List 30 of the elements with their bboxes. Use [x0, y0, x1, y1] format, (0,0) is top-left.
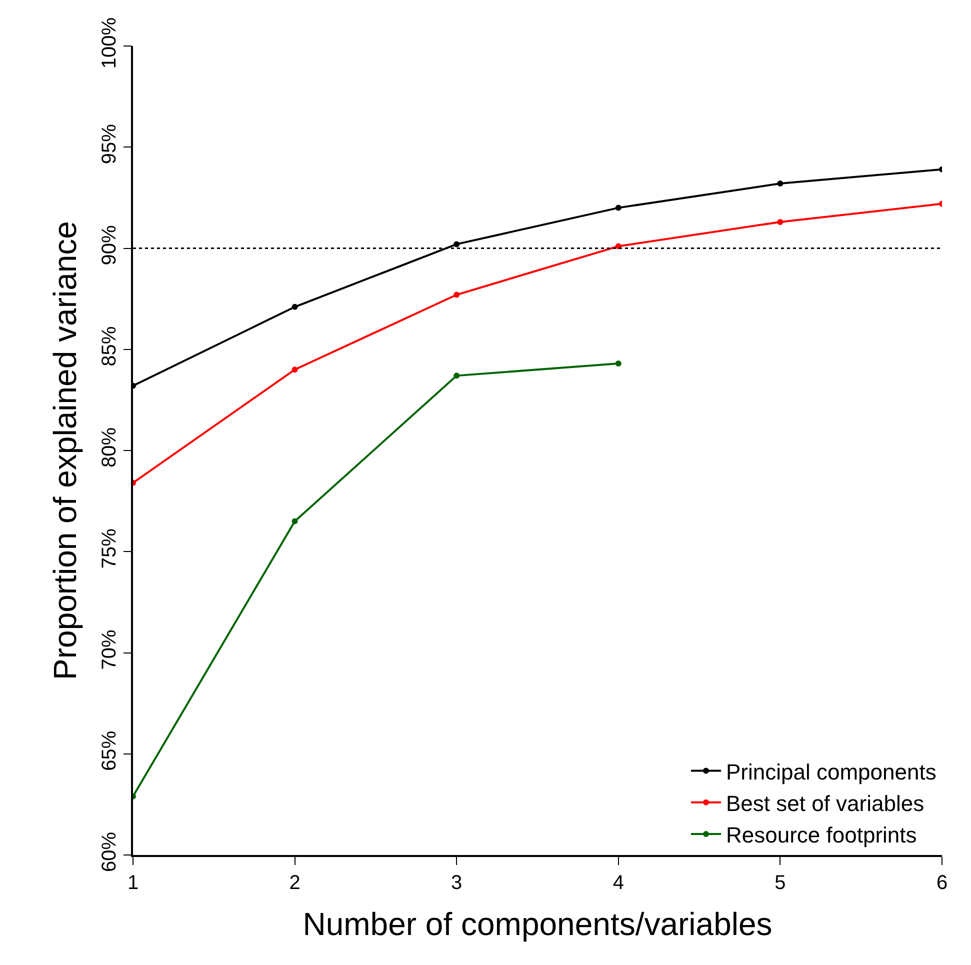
y-tick-label: 80% [98, 427, 120, 468]
x-axis-title: Number of components/variables [302, 906, 772, 942]
x-tick-label: 6 [936, 872, 948, 894]
y-tick-label: 95% [98, 124, 120, 164]
x-tick-label: 1 [127, 872, 139, 894]
x-tick-label: 4 [612, 872, 624, 894]
x-tick-label: 5 [774, 872, 786, 894]
point [292, 518, 298, 524]
point [615, 360, 622, 367]
y-tick-label: 60% [98, 832, 120, 872]
point [292, 366, 298, 373]
point [777, 218, 784, 225]
point [454, 372, 460, 379]
x-tick-label: 2 [289, 872, 300, 894]
point [615, 204, 622, 211]
y-tick-label: 100% [98, 17, 120, 69]
x-tick-label: 3 [451, 872, 462, 894]
point [454, 241, 460, 248]
legend-label: Resource footprints [726, 822, 917, 848]
point [454, 292, 460, 298]
y-axis-title: Proportion of explained variance [47, 221, 84, 680]
point [777, 180, 784, 187]
point [292, 304, 298, 310]
y-tick-label: 90% [98, 225, 120, 266]
legend-label: Principal components [726, 759, 936, 784]
y-tick-label: 75% [98, 528, 120, 569]
y-tick-label: 70% [98, 630, 120, 670]
legend-label: Best set of variables [726, 790, 924, 816]
y-tick-label: 85% [98, 326, 120, 366]
y-tick-label: 65% [98, 730, 120, 771]
